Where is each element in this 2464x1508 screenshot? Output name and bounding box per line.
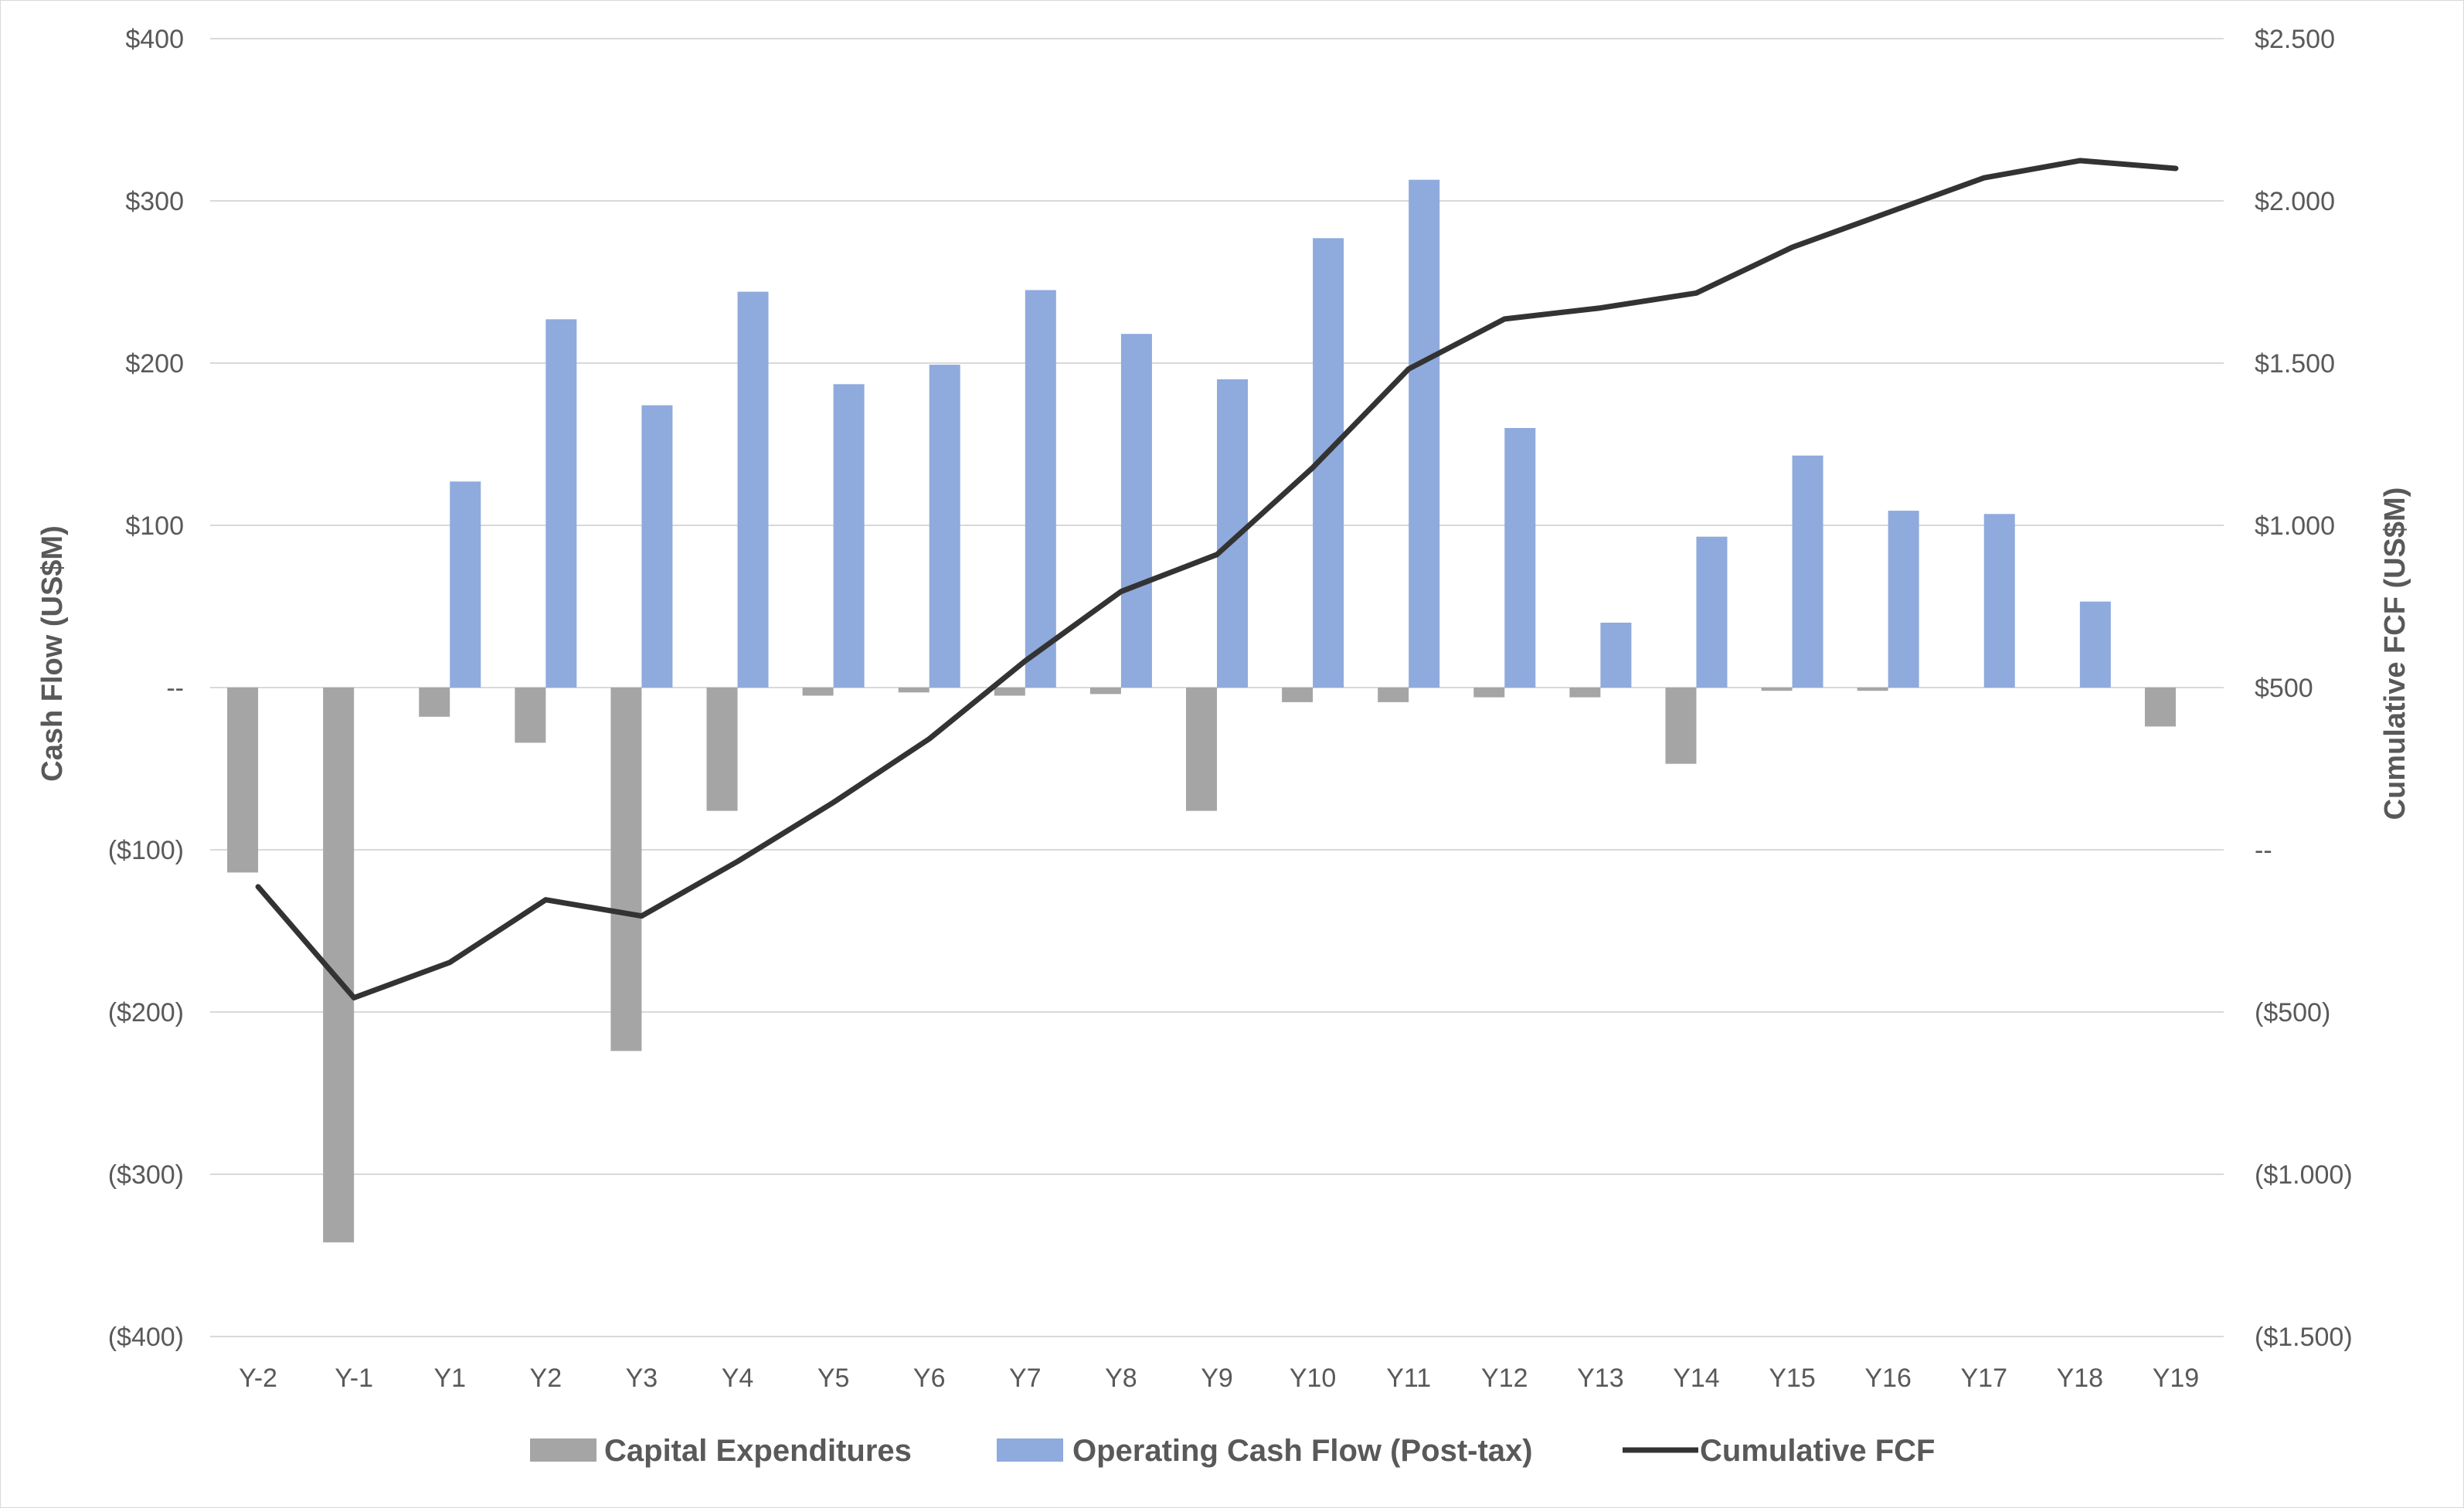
bar-ocf-Y14 (1696, 536, 1728, 688)
x-axis-ticks: Y-2 Y-1 Y1 Y2 Y3 Y4 Y5 Y6 Y7 Y8 Y9 Y10 Y11 Y12 Y13 Y14 Y… (239, 1364, 2199, 1393)
bar-capex-Y12 (1473, 688, 1505, 698)
y-tick-label: ($100) (108, 836, 184, 865)
y2-tick-label: $500 (2255, 674, 2313, 703)
bar-ocf-Y8 (1120, 334, 1152, 688)
x-tick-label: Y17 (1961, 1364, 2008, 1393)
bar-ocf-Y4 (737, 291, 769, 688)
y2-tick-label: ($1.000) (2255, 1160, 2353, 1190)
x-tick-label: Y14 (1673, 1364, 1720, 1393)
y2-tick-label: $1.000 (2255, 511, 2335, 541)
y-tick-label: -- (166, 674, 184, 703)
bar-capex-Y1 (419, 688, 450, 717)
bar-capex-Y2 (515, 688, 546, 743)
x-tick-label: Y-1 (335, 1364, 373, 1393)
bar-capex-Y8 (1089, 688, 1121, 695)
bar-capex-Y14 (1665, 688, 1697, 764)
y2-tick-label: ($500) (2255, 998, 2330, 1027)
x-tick-label: Y9 (1201, 1364, 1233, 1393)
y-tick-label: $100 (125, 511, 184, 541)
x-tick-label: Y11 (1386, 1364, 1431, 1393)
bar-capex-Y11 (1378, 688, 1409, 702)
bar-capex-Y6 (898, 688, 930, 693)
legend-swatch-ocf (997, 1438, 1063, 1462)
y2-tick-label: ($1.500) (2255, 1323, 2353, 1352)
bar-ocf-Y6 (929, 365, 960, 688)
legend: Capital Expenditures Operating Cash Flow… (530, 1434, 1935, 1468)
legend-swatch-capex (530, 1438, 596, 1462)
bar-capex-Y3 (610, 688, 642, 1051)
x-tick-label: Y6 (913, 1364, 946, 1393)
line-series (255, 158, 2179, 1001)
bar-ocf-Y18 (2079, 601, 2111, 688)
y2-tick-label: $2.500 (2255, 25, 2335, 54)
x-tick-label: Y15 (1769, 1364, 1816, 1393)
bar-capex-Y16 (1857, 688, 1888, 691)
x-tick-label: Y12 (1481, 1364, 1528, 1393)
y-tick-label: ($400) (108, 1323, 184, 1352)
right-axis-ticks: $2.500 $2.000 $1.500 $1.000 $500 -- ($500) ($1.… (2255, 25, 2353, 1352)
bar-capex-Y5 (802, 688, 834, 696)
bar-ocf-Y2 (545, 319, 577, 688)
bar-capex-Y15 (1761, 688, 1793, 691)
x-tick-label: Y4 (722, 1364, 754, 1393)
x-tick-label: Y3 (626, 1364, 658, 1393)
bar-ocf-Y5 (833, 384, 865, 688)
bar-ocf-Y13 (1600, 623, 1632, 688)
bar-capex-Y10 (1282, 688, 1314, 702)
legend-label-capex: Capital Expenditures (604, 1434, 912, 1468)
y-tick-label: ($300) (108, 1160, 184, 1190)
bar-series (227, 179, 2176, 1243)
y-axis-title: Cash Flow (US$M) (36, 525, 69, 781)
y-tick-label: $300 (125, 187, 184, 216)
x-tick-label: Y19 (2153, 1364, 2200, 1393)
x-tick-label: Y10 (1290, 1364, 1337, 1393)
y2-tick-label: -- (2255, 836, 2272, 865)
bar-capex-Y19 (2144, 688, 2176, 727)
x-tick-label: Y18 (2057, 1364, 2104, 1393)
bar-capex-Y-2 (227, 688, 259, 873)
bar-ocf-Y3 (641, 405, 673, 688)
left-axis-ticks: $400 $300 $200 $100 -- ($100) ($200) ($300) ($40… (108, 25, 184, 1352)
bar-ocf-Y7 (1025, 290, 1056, 688)
y2-axis-title: Cumulative FCF (US$M) (2379, 487, 2411, 820)
x-tick-label: Y2 (530, 1364, 562, 1393)
x-tick-label: Y13 (1577, 1364, 1624, 1393)
bar-ocf-Y1 (450, 481, 481, 688)
bar-capex-Y13 (1569, 688, 1601, 698)
y-tick-label: ($200) (108, 998, 184, 1027)
bar-ocf-Y12 (1504, 428, 1536, 688)
legend-label-ocf: Operating Cash Flow (Post-tax) (1072, 1434, 1533, 1468)
bar-capex-Y4 (706, 688, 738, 811)
x-tick-label: Y8 (1105, 1364, 1137, 1393)
x-tick-label: Y1 (433, 1364, 466, 1393)
y2-tick-label: $2.000 (2255, 187, 2335, 216)
gridlines (210, 38, 2224, 1337)
x-tick-label: Y7 (1009, 1364, 1042, 1393)
y-tick-label: $200 (125, 349, 184, 379)
bar-capex-Y9 (1186, 688, 1217, 811)
line-cumulative-fcf (255, 158, 2179, 1001)
bar-ocf-Y11 (1409, 179, 1440, 688)
x-tick-label: Y5 (817, 1364, 850, 1393)
y2-tick-label: $1.500 (2255, 349, 2335, 379)
x-tick-label: Y-2 (239, 1364, 277, 1393)
bar-ocf-Y17 (1983, 514, 2015, 688)
x-tick-label: Y16 (1864, 1364, 1912, 1393)
y-tick-label: $400 (125, 25, 184, 54)
bar-ocf-Y15 (1792, 455, 1823, 688)
bar-capex-Y7 (994, 688, 1025, 696)
bar-ocf-Y16 (1888, 511, 1919, 688)
legend-label-cumulative: Cumulative FCF (1700, 1434, 1935, 1468)
